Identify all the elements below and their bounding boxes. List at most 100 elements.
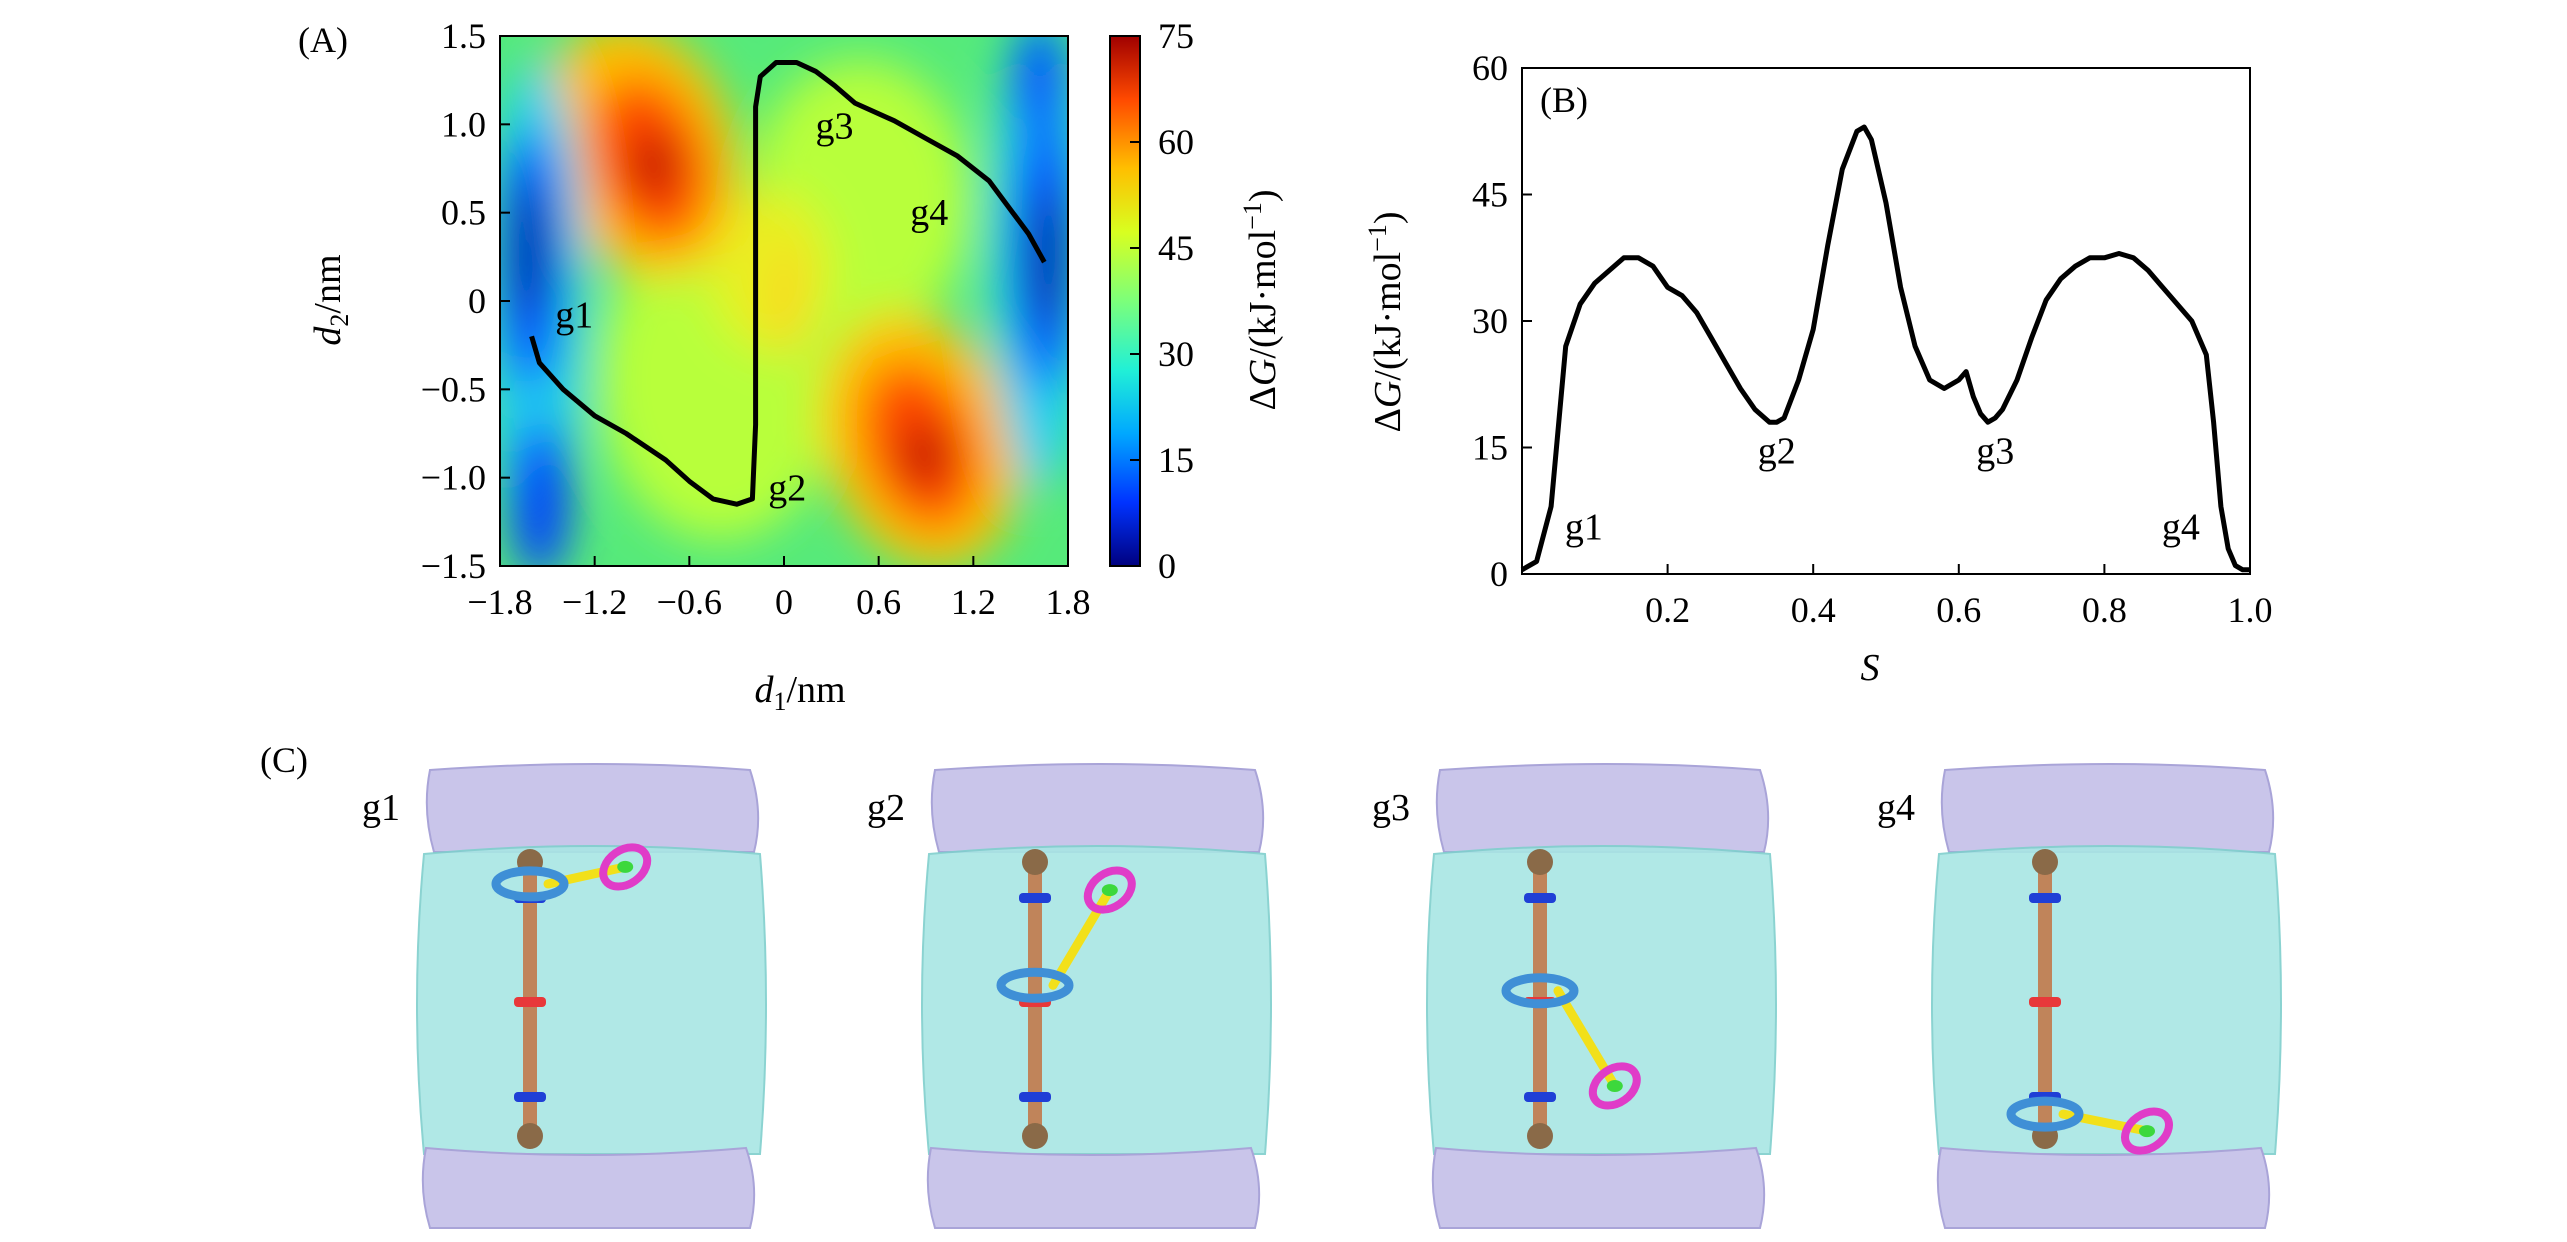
panel-a-heatmap: (A) bbox=[298, 16, 1284, 716]
x-tick-label-b: 0.8 bbox=[2082, 590, 2127, 630]
head-core bbox=[1101, 884, 1118, 897]
head-core bbox=[2139, 1125, 2155, 1138]
x-tick-label-a: 0 bbox=[775, 582, 793, 622]
binding-site bbox=[1524, 893, 1556, 903]
membrane-top bbox=[1940, 763, 2275, 853]
panel-label-b: (B) bbox=[1540, 80, 1588, 120]
axle-stopper-top bbox=[1022, 849, 1048, 875]
y-axis-a: 1.5 1.0 0.5 0 −0.5 −1.0 −1.5 bbox=[421, 16, 510, 586]
y-tick-label-a: 1.5 bbox=[441, 16, 486, 56]
macrocycle-ring bbox=[2006, 1096, 2084, 1132]
colorbar-title: ΔG/(kJ·mol−1) bbox=[1238, 190, 1284, 411]
x-axis-title-a: d1/nm bbox=[754, 669, 845, 716]
y-tick-label-a: −1.5 bbox=[421, 546, 486, 586]
snapshot-row: g1 g2 g3 g4 bbox=[362, 763, 2282, 1229]
pathway-label-g3: g3 bbox=[816, 105, 854, 147]
minima-labels: g1 g2 g3 g4 bbox=[1565, 431, 2200, 549]
minimum-label-g2: g2 bbox=[1758, 431, 1796, 473]
y-axis-title-a: d2/nm bbox=[307, 254, 354, 345]
axle-stopper-bottom bbox=[1022, 1123, 1048, 1149]
x-axis-title-b: S bbox=[1861, 647, 1880, 689]
pathway-labels: g1 g2 g3 g4 bbox=[555, 105, 948, 509]
x-tick-label-a: −1.8 bbox=[467, 582, 532, 622]
pathway-curve bbox=[529, 60, 1047, 507]
x-tick-label-b: 0.2 bbox=[1645, 590, 1690, 630]
colorbar-tick-label: 60 bbox=[1158, 122, 1194, 162]
y-tick-label-b: 15 bbox=[1472, 428, 1508, 468]
x-tick-label-a: 1.2 bbox=[951, 582, 996, 622]
pathway-label-g2: g2 bbox=[768, 468, 806, 510]
colorbar-ticks: 75 60 45 30 15 0 bbox=[1130, 16, 1194, 586]
free-energy-curve bbox=[1520, 124, 2250, 573]
y-tick-label-a: −1.0 bbox=[421, 458, 486, 498]
y-axis-title-b: ΔG/(kJ·mol−1) bbox=[1363, 212, 1409, 433]
colorbar-tick-label: 15 bbox=[1158, 440, 1194, 480]
pathway-label-g1: g1 bbox=[555, 295, 593, 337]
x-tick-label-b: 0.4 bbox=[1791, 590, 1836, 630]
macrocycle-ring bbox=[1501, 973, 1579, 1009]
snapshot-g1: g1 bbox=[362, 763, 767, 1229]
membrane-bottom bbox=[1936, 1146, 2271, 1229]
panel-label-c: (C) bbox=[260, 740, 308, 780]
colorbar: 75 60 45 30 15 0 ΔG/(kJ·mol−1) bbox=[1109, 16, 1284, 586]
colorbar-tick-label: 75 bbox=[1158, 16, 1194, 56]
minimum-label-g3: g3 bbox=[1976, 431, 2014, 473]
snapshot-g3: g3 bbox=[1372, 763, 1777, 1229]
snapshot-label: g2 bbox=[867, 787, 905, 829]
y-tick-label-a: −0.5 bbox=[421, 369, 486, 409]
head-ring bbox=[1588, 1062, 1641, 1110]
x-tick-label-a: 0.6 bbox=[856, 582, 901, 622]
snapshot-label: g4 bbox=[1877, 787, 1915, 829]
colorbar-tick-label: 45 bbox=[1158, 228, 1194, 268]
colorbar-tick-label: 0 bbox=[1158, 546, 1176, 586]
minimum-label-g4: g4 bbox=[2162, 507, 2200, 549]
pathway-label-g4: g4 bbox=[910, 192, 948, 234]
water-box bbox=[921, 845, 1272, 1155]
binding-site bbox=[1019, 893, 1051, 903]
minimum-label-g1: g1 bbox=[1565, 507, 1603, 549]
snapshot-label: g3 bbox=[1372, 787, 1410, 829]
head-ring bbox=[2121, 1107, 2173, 1155]
binding-site bbox=[2029, 893, 2061, 903]
head-ring bbox=[599, 843, 652, 891]
water-box bbox=[1931, 845, 2282, 1155]
axle-stopper-top bbox=[2032, 849, 2058, 875]
water-box bbox=[416, 845, 767, 1155]
x-tick-label-a: 1.8 bbox=[1046, 582, 1091, 622]
binding-site bbox=[1524, 1092, 1556, 1102]
binding-site bbox=[1019, 1092, 1051, 1102]
membrane-bottom bbox=[421, 1146, 756, 1229]
snapshot-label: g1 bbox=[362, 787, 400, 829]
y-tick-label-b: 60 bbox=[1472, 48, 1508, 88]
membrane-top bbox=[1435, 763, 1770, 853]
axle-stopper-top bbox=[1527, 849, 1553, 875]
y-tick-label-b: 0 bbox=[1490, 554, 1508, 594]
axle-stopper-bottom bbox=[1527, 1123, 1553, 1149]
y-tick-label-a: 0 bbox=[468, 281, 486, 321]
x-axis-b: 0.2 0.4 0.6 0.8 1.0 bbox=[1645, 564, 2273, 630]
head-ring bbox=[1083, 866, 1136, 914]
axle-stopper-bottom bbox=[517, 1123, 543, 1149]
head-core bbox=[1606, 1079, 1623, 1092]
binding-site bbox=[514, 1092, 546, 1102]
head-core bbox=[617, 860, 634, 873]
x-axis-a: −1.8 −1.2 −0.6 0 0.6 1.2 1.8 bbox=[467, 556, 1091, 622]
macrocycle-ring bbox=[996, 967, 1074, 1003]
membrane-bottom bbox=[1431, 1146, 1766, 1229]
panel-c-snapshots: (C) g1 g2 g3 g4 bbox=[260, 740, 2282, 1229]
y-axis-b: 0 15 30 45 60 bbox=[1472, 48, 1532, 594]
y-tick-label-a: 1.0 bbox=[441, 104, 486, 144]
colorbar-tick-label: 30 bbox=[1158, 334, 1194, 374]
binding-site bbox=[514, 997, 546, 1007]
membrane-bottom bbox=[926, 1146, 1261, 1229]
macrocycle-ring bbox=[491, 866, 569, 902]
x-tick-label-a: −1.2 bbox=[562, 582, 627, 622]
y-tick-label-b: 45 bbox=[1472, 175, 1508, 215]
x-tick-label-b: 0.6 bbox=[1936, 590, 1981, 630]
panel-label-a: (A) bbox=[298, 20, 348, 60]
binding-site bbox=[2029, 997, 2061, 1007]
y-tick-label-b: 30 bbox=[1472, 301, 1508, 341]
water-box bbox=[1426, 845, 1777, 1155]
membrane-top bbox=[425, 763, 760, 853]
